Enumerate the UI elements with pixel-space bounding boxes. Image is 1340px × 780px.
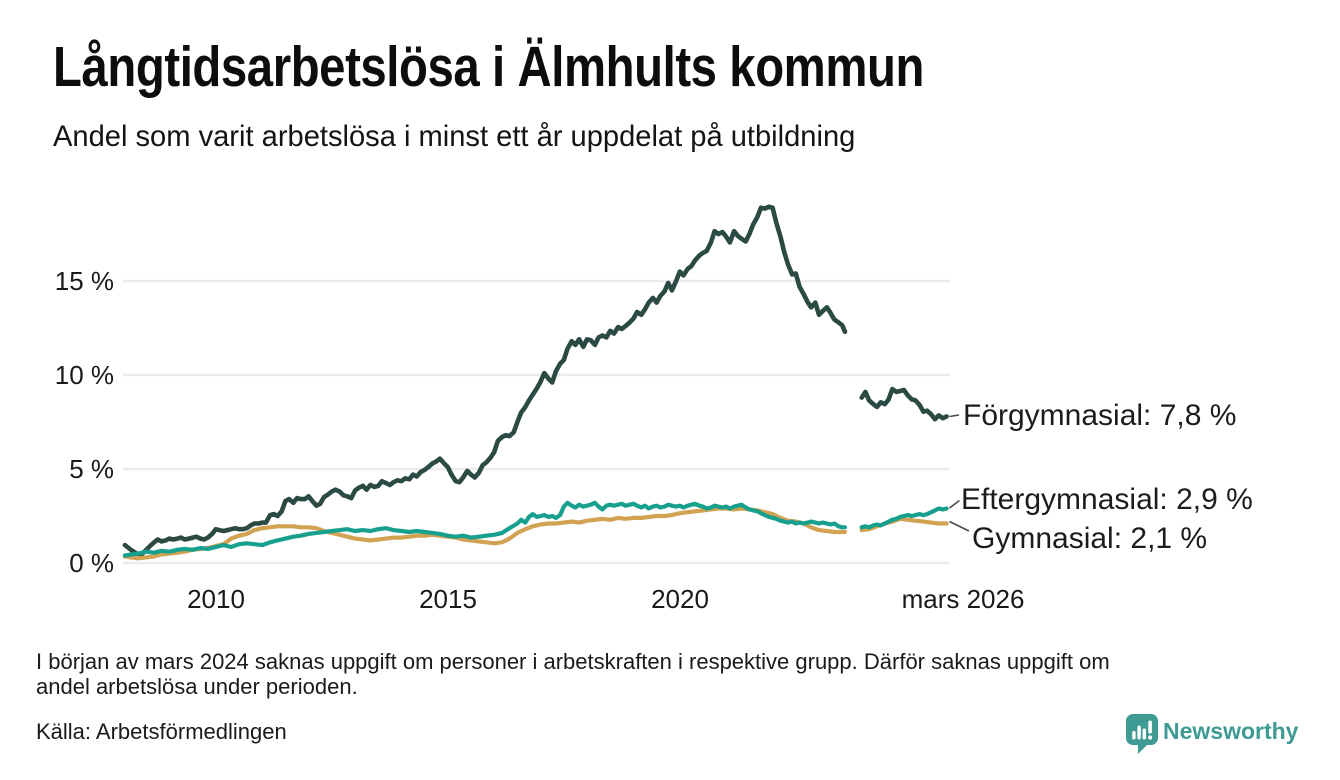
x-tick-2015: 2015 [419, 584, 477, 614]
footnote: I början av mars 2024 saknas uppgift om … [36, 649, 1110, 699]
series-line-gymnasial [122, 506, 848, 561]
series-label-eftergymnasial: Eftergymnasial: 2,9 % [961, 483, 1253, 516]
series-line-förgymnasial [859, 386, 949, 422]
x-tick-2020: 2020 [651, 584, 709, 614]
series-line-eftergymnasial [859, 506, 949, 530]
series-line-eftergymnasial [122, 500, 848, 558]
y-tick-5: 5 % [69, 454, 114, 484]
series-label-forgymnasial: Förgymnasial: 7,8 % [963, 399, 1237, 432]
chart-title: Långtidsarbetslösa i Älmhults kommun [53, 35, 924, 99]
label-connector [949, 499, 960, 509]
label-connector [949, 520, 970, 532]
bar-chart-speech-bubble-icon [1126, 714, 1158, 754]
footnote-line-1: I början av mars 2024 saknas uppgift om … [36, 649, 1110, 674]
newsworthy-wordmark: Newsworthy [1163, 718, 1299, 744]
chart-subtitle: Andel som varit arbetslösa i minst ett å… [53, 120, 856, 153]
series-label-gymnasial: Gymnasial: 2,1 % [972, 522, 1208, 555]
y-tick-0: 0 % [69, 548, 114, 578]
label-connector [949, 414, 960, 418]
source-credit: Källa: Arbetsförmedlingen [36, 719, 287, 744]
x-tick-2010: 2010 [187, 584, 245, 614]
y-tick-10: 10 % [54, 360, 114, 390]
y-tick-15: 15 % [54, 266, 114, 296]
newsworthy-logo: Newsworthy [1126, 714, 1298, 754]
footnote-line-2: andel arbetslösa under perioden. [36, 673, 358, 699]
x-tick-mars-2026: mars 2026 [901, 584, 1025, 614]
series-line-förgymnasial [122, 204, 848, 557]
